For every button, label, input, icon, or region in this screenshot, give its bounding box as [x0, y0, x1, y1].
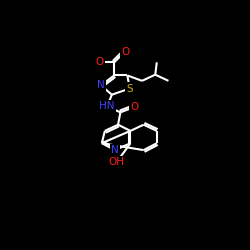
Text: N: N: [97, 80, 105, 90]
Text: S: S: [126, 84, 133, 94]
Text: HN: HN: [100, 101, 115, 111]
Text: O: O: [130, 102, 138, 112]
Text: O: O: [121, 46, 129, 56]
Text: OH: OH: [108, 158, 124, 168]
Text: N: N: [111, 145, 119, 155]
Text: O: O: [95, 57, 104, 67]
